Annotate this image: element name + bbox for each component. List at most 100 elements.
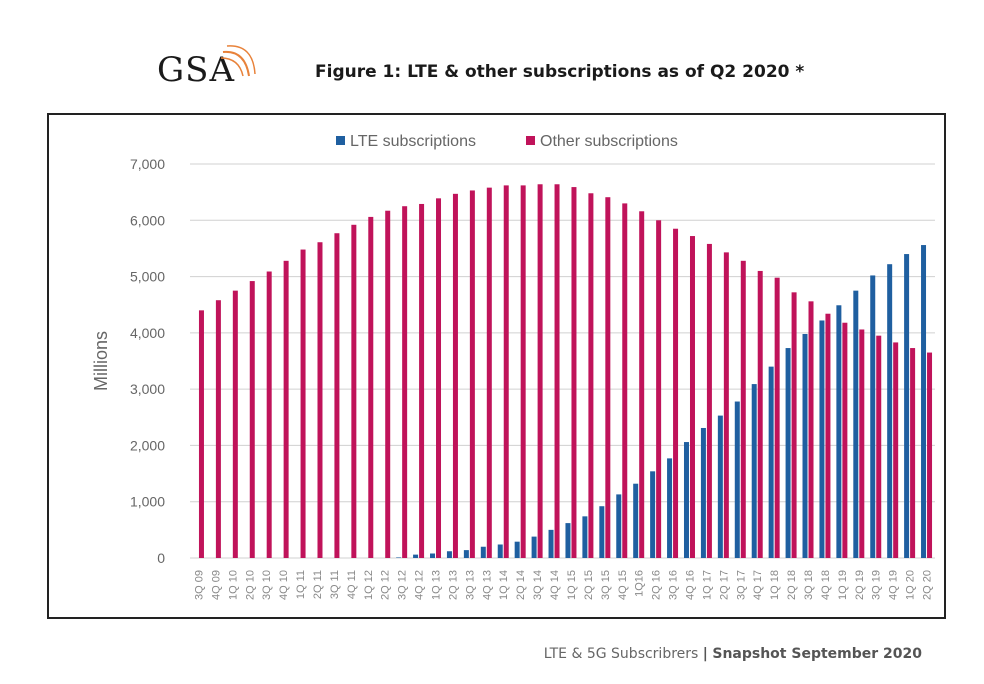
bar-lte: [413, 554, 419, 558]
bar-other: [469, 190, 475, 558]
x-tick-label: 4Q 09: [210, 570, 222, 600]
bar-other: [689, 236, 695, 558]
bar-other: [740, 260, 746, 558]
bar-lte: [734, 401, 740, 558]
bar-lte: [650, 471, 656, 558]
x-tick-label: 1Q 18: [769, 570, 781, 600]
bar-other: [520, 185, 526, 559]
bar-other: [825, 313, 831, 558]
bar-lte: [921, 245, 927, 558]
bar-other: [673, 228, 679, 558]
x-tick-label: 4Q 19: [888, 570, 900, 600]
bar-other: [452, 193, 458, 558]
x-tick-label: 2Q 12: [380, 570, 392, 600]
bar-lte: [667, 458, 673, 558]
bar-lte: [802, 333, 808, 558]
y-tick-label: 1,000: [130, 494, 165, 510]
x-tick-label: 4Q 17: [752, 570, 764, 600]
gsa-logo: GSA: [157, 45, 256, 90]
bar-other: [334, 233, 340, 558]
bar-other: [791, 292, 797, 558]
bar-other: [486, 187, 492, 558]
x-tick-label: 3Q 14: [532, 570, 544, 600]
bar-other: [706, 243, 712, 558]
bar-other: [266, 271, 272, 558]
bar-other: [588, 193, 594, 559]
bar-other: [402, 206, 408, 558]
x-tick-label: 3Q 17: [735, 570, 747, 600]
bar-other: [842, 322, 848, 558]
bar-other: [757, 270, 763, 558]
bar-other: [656, 220, 662, 559]
bar-other: [215, 300, 221, 558]
bar-lte: [430, 553, 436, 558]
bar-other: [249, 281, 255, 558]
x-tick-label: 4Q 13: [481, 570, 493, 600]
x-tick-label: 1Q 12: [363, 570, 375, 600]
x-tick-label: 3Q 12: [397, 570, 409, 600]
x-tick-label: 2Q 14: [515, 570, 527, 600]
x-tick-label: 4Q 12: [414, 570, 426, 600]
bar-lte: [717, 415, 723, 558]
bar-lte: [683, 442, 689, 558]
x-tick-label: 2Q 20: [922, 570, 934, 600]
x-tick-label: 3Q 09: [193, 570, 205, 600]
y-tick-label: 0: [157, 550, 165, 566]
y-tick-label: 6,000: [130, 212, 165, 228]
x-tick-label: 2Q 11: [312, 570, 324, 599]
bar-lte: [887, 264, 893, 558]
bar-other: [368, 216, 374, 558]
x-tick-label: 3Q 19: [871, 570, 883, 600]
bar-lte: [582, 516, 588, 558]
bar-lte: [768, 366, 774, 558]
chart-frame: [47, 113, 946, 619]
bar-lte: [616, 494, 622, 558]
x-tick-label: 2Q 16: [651, 570, 663, 600]
bar-lte: [751, 384, 757, 558]
bar-other: [927, 352, 933, 558]
bar-other: [605, 197, 611, 559]
y-tick-label: 3,000: [130, 381, 165, 397]
x-tick-label: 1Q 19: [837, 570, 849, 600]
bar-other: [571, 187, 577, 558]
x-tick-label: 4Q 15: [617, 570, 629, 600]
bar-other: [503, 185, 509, 559]
x-tick-label: 4Q 18: [820, 570, 832, 600]
x-tick-label: 4Q 10: [278, 570, 290, 600]
x-tick-label: 2Q 15: [583, 570, 595, 600]
x-tick-label: 2Q 19: [854, 570, 866, 600]
y-axis-label: Millions: [91, 331, 111, 391]
bar-other: [723, 252, 729, 558]
x-tick-label: 3Q 15: [600, 570, 612, 600]
bar-lte: [599, 506, 605, 558]
bar-lte: [870, 275, 876, 558]
logo-arcs-icon: [220, 45, 256, 77]
bar-lte: [565, 523, 571, 558]
bar-lte: [396, 557, 402, 558]
bar-lte: [785, 348, 791, 558]
x-tick-label: 1Q16: [634, 570, 646, 597]
bar-lte: [836, 305, 842, 558]
bar-other: [300, 249, 306, 558]
x-tick-label: 1Q 15: [566, 570, 578, 600]
y-tick-label: 5,000: [130, 269, 165, 285]
y-tick-label: 7,000: [130, 156, 165, 172]
legend-swatch: [526, 136, 535, 145]
figure-title: Figure 1: LTE & other subscriptions as o…: [315, 62, 805, 82]
bar-lte: [531, 536, 537, 558]
x-tick-label: 3Q 10: [261, 570, 273, 600]
bar-lte: [497, 544, 503, 558]
legend-label: Other subscriptions: [540, 133, 678, 150]
bar-other: [859, 329, 865, 558]
x-tick-label: 2Q 18: [786, 570, 798, 600]
bar-other: [554, 184, 560, 558]
bar-lte: [904, 254, 910, 559]
y-tick-label: 4,000: [130, 325, 165, 341]
bar-other: [419, 203, 425, 558]
legend-label: LTE subscriptions: [350, 133, 476, 150]
x-tick-label: 4Q 14: [549, 570, 561, 600]
bar-lte: [853, 290, 859, 558]
x-tick-label: 1Q 13: [431, 570, 443, 600]
bar-lte: [700, 427, 706, 558]
